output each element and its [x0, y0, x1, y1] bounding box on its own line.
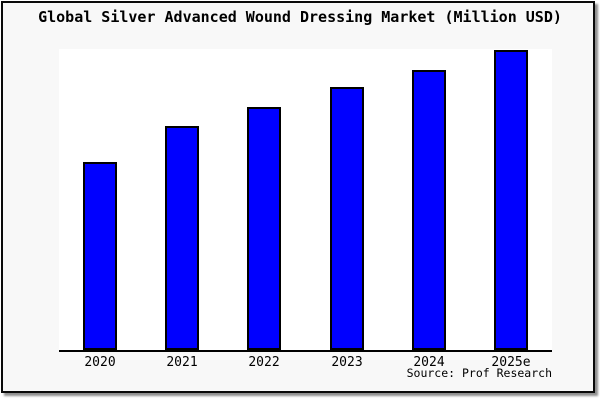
x-tick-label-2025e: 2025e — [491, 355, 531, 370]
plot-area — [59, 49, 552, 352]
x-axis-labels: 2020 2021 2022 2023 2024 2025e — [59, 355, 552, 371]
bar-2024 — [412, 70, 446, 350]
source-label: Source: Prof Research — [406, 366, 552, 380]
x-tick-label-2023: 2023 — [331, 355, 363, 370]
bar-2022 — [247, 107, 281, 350]
x-tick-label-2020: 2020 — [84, 355, 116, 370]
bar-2023 — [330, 87, 364, 350]
x-tick-label-2024: 2024 — [413, 355, 445, 370]
x-tick-label-2022: 2022 — [248, 355, 280, 370]
bar-2020 — [83, 162, 117, 350]
x-tick-label-2021: 2021 — [166, 355, 198, 370]
chart-title: Global Silver Advanced Wound Dressing Ma… — [38, 8, 562, 26]
bar-2021 — [165, 126, 199, 350]
bar-2025e — [494, 50, 528, 350]
